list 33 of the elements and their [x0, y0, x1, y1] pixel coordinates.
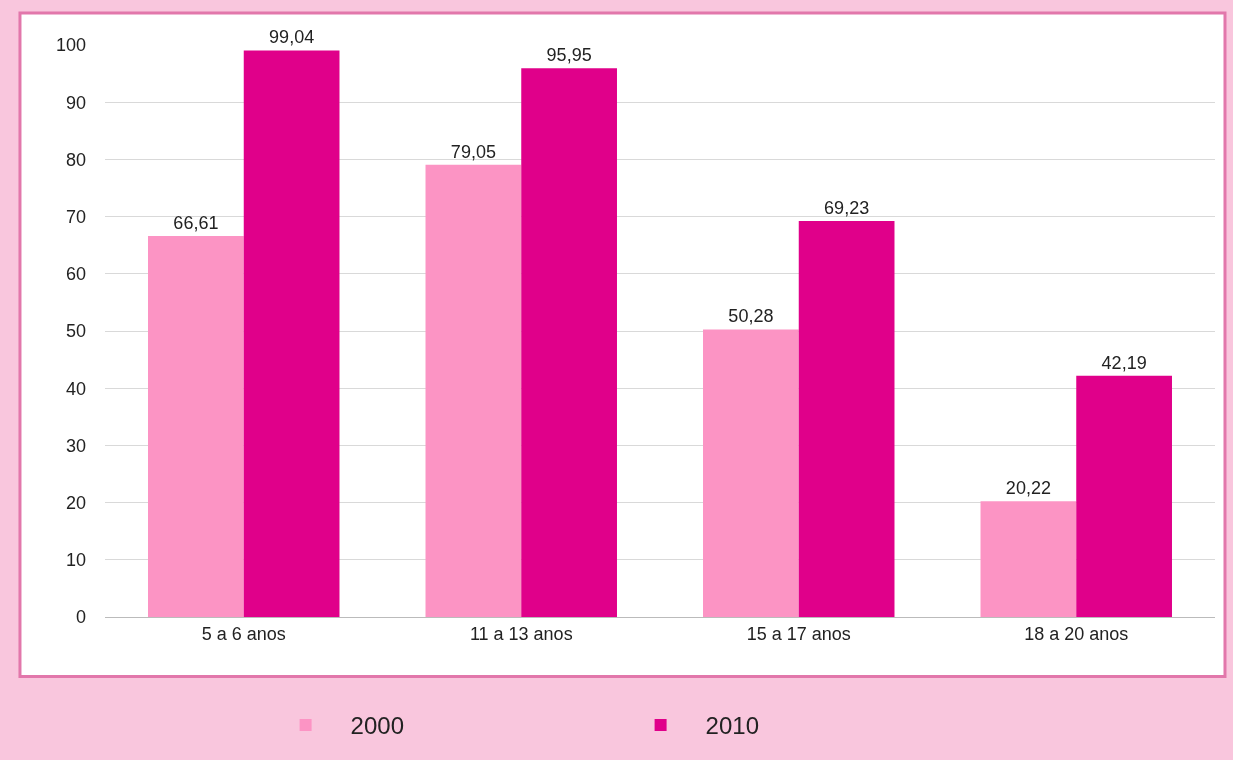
y-tick-label: 0 [75, 607, 86, 628]
legend-label: 2010 [705, 712, 759, 740]
x-tick-label: 15 a 17 anos [746, 623, 851, 644]
data-label: 50,28 [728, 306, 774, 327]
y-tick-label: 90 [65, 92, 86, 113]
data-label: 99,04 [269, 27, 315, 48]
y-tick-label: 70 [65, 206, 86, 227]
y-tick-label: 30 [65, 435, 86, 456]
bar [243, 50, 340, 617]
bar [425, 164, 522, 617]
y-tick-label: 40 [65, 378, 86, 399]
bar [798, 221, 895, 617]
legend-label: 2000 [350, 712, 404, 740]
y-tick-label: 20 [65, 492, 86, 513]
bar [148, 235, 244, 617]
data-label: 79,05 [450, 141, 496, 162]
bar [1076, 375, 1172, 617]
x-tick-label: 18 a 20 anos [1024, 623, 1129, 644]
y-tick-label: 60 [65, 264, 86, 285]
bar [521, 68, 617, 617]
data-label: 69,23 [824, 198, 870, 218]
data-label: 42,19 [1101, 352, 1147, 373]
x-tick-label: 5 a 6 anos [201, 623, 286, 644]
y-tick-label: 10 [65, 550, 86, 571]
y-tick-label: 100 [55, 35, 86, 56]
bar [703, 329, 799, 617]
x-tick-label: 11 a 13 anos [469, 623, 573, 644]
data-label: 95,95 [546, 45, 592, 66]
y-tick-label: 80 [65, 149, 86, 170]
y-tick-label: 50 [65, 321, 86, 342]
data-label: 20,22 [1005, 478, 1051, 499]
bar [980, 501, 1077, 617]
data-label: 66,61 [173, 212, 219, 233]
